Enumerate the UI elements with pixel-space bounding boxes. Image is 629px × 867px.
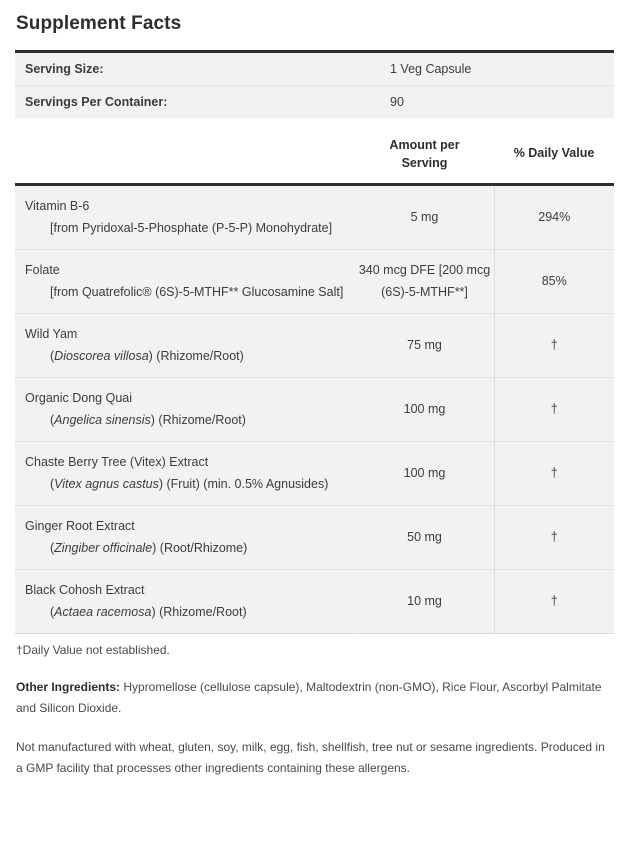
table-row: Serving Size: 1 Veg Capsule	[15, 51, 614, 86]
nutrient-amount: 50 mg	[355, 505, 494, 571]
scientific-name: Angelica sinensis	[54, 412, 151, 427]
table-row: Chaste Berry Tree (Vitex) Extract (Vitex…	[15, 441, 614, 507]
nutrient-source: (Dioscorea villosa) (Rhizome/Root)	[25, 346, 349, 368]
other-ingredients: Other Ingredients: Hypromellose (cellulo…	[16, 677, 606, 719]
nutrient-name-cell: Vitamin B-6 [from Pyridoxal-5-Phosphate …	[15, 184, 355, 251]
table-row: Organic Dong Quai (Angelica sinensis) (R…	[15, 377, 614, 443]
plant-part: ) (Fruit) (min. 0.5% Agnusides)	[158, 476, 329, 491]
nutrient-source: (Actaea racemosa) (Rhizome/Root)	[25, 602, 349, 624]
nutrient-name-cell: Ginger Root Extract (Zingiber officinale…	[15, 505, 355, 571]
serving-size-label: Serving Size:	[15, 51, 390, 86]
nutrient-name: Organic Dong Quai	[25, 391, 133, 406]
table-row: Ginger Root Extract (Zingiber officinale…	[15, 505, 614, 571]
paren-open: (	[50, 604, 55, 619]
scientific-name: Vitex agnus castus	[54, 476, 159, 491]
column-header-spacer	[15, 136, 355, 172]
nutrient-name: Folate	[25, 263, 60, 278]
serving-size-value: 1 Veg Capsule	[390, 51, 614, 86]
allergen-statement: Not manufactured with wheat, gluten, soy…	[16, 740, 605, 776]
plant-part: ) (Rhizome/Root)	[148, 348, 244, 363]
nutrient-name: Vitamin B-6	[25, 199, 90, 214]
other-ingredients-label: Other Ingredients:	[16, 680, 121, 695]
daily-value-footnote: †Daily Value not established.	[16, 643, 170, 658]
table-row: Black Cohosh Extract (Actaea racemosa) (…	[15, 569, 614, 634]
paren-open: (	[50, 412, 55, 427]
nutrient-source: [from Quatrefolic® (6S)-5-MTHF** Glucosa…	[50, 284, 344, 299]
nutrient-amount: 5 mg	[355, 184, 494, 251]
servings-per-container-label: Servings Per Container:	[15, 85, 390, 118]
nutrient-amount: 100 mg	[355, 377, 494, 443]
column-headers: Amount per Serving % Daily Value	[15, 136, 614, 172]
plant-part: ) (Rhizome/Root)	[150, 412, 246, 427]
nutrient-amount: 10 mg	[355, 569, 494, 634]
nutrient-daily-value: †	[493, 569, 614, 634]
nutrient-daily-value: †	[493, 313, 614, 379]
paren-open: (	[50, 348, 55, 363]
nutrient-amount: 340 mcg DFE [200 mcg (6S)-5-MTHF**]	[355, 249, 494, 315]
scientific-name: Dioscorea villosa	[54, 348, 149, 363]
nutrient-daily-value: †	[493, 505, 614, 571]
nutrient-name: Wild Yam	[25, 327, 78, 342]
nutrient-name-cell: Folate [from Quatrefolic® (6S)-5-MTHF** …	[15, 249, 355, 315]
nutrient-daily-value: †	[493, 441, 614, 507]
plant-part: ) (Root/Rhizome)	[152, 540, 248, 555]
nutrient-daily-value: 294%	[493, 184, 614, 251]
scientific-name: Zingiber officinale	[54, 540, 153, 555]
nutrient-source: [from Pyridoxal-5-Phosphate (P-5-P) Mono…	[50, 220, 333, 235]
page-title: Supplement Facts	[16, 13, 182, 34]
amount-header-line1: Amount per	[389, 138, 460, 152]
nutrient-name: Chaste Berry Tree (Vitex) Extract	[25, 455, 209, 470]
nutrient-daily-value: 85%	[493, 249, 614, 315]
nutrient-name-cell: Black Cohosh Extract (Actaea racemosa) (…	[15, 569, 355, 634]
paren-open: (	[50, 476, 55, 491]
nutrient-name: Ginger Root Extract	[25, 519, 135, 534]
nutrient-source: (Vitex agnus castus) (Fruit) (min. 0.5% …	[25, 474, 349, 496]
scientific-name: Actaea racemosa	[54, 604, 152, 619]
nutrient-name: Black Cohosh Extract	[25, 583, 145, 598]
nutrient-source: (Zingiber officinale) (Root/Rhizome)	[25, 538, 349, 560]
table-row: Vitamin B-6 [from Pyridoxal-5-Phosphate …	[15, 184, 614, 251]
nutrient-amount: 100 mg	[355, 441, 494, 507]
table-row: Servings Per Container: 90	[15, 85, 614, 118]
nutrient-amount: 75 mg	[355, 313, 494, 379]
serving-info-table: Serving Size: 1 Veg Capsule Servings Per…	[15, 50, 614, 118]
servings-per-container-value: 90	[390, 85, 614, 118]
column-header-daily-value: % Daily Value	[513, 146, 595, 160]
nutrient-name-cell: Organic Dong Quai (Angelica sinensis) (R…	[15, 377, 355, 443]
other-ingredients-text: Hypromellose (cellulose capsule), Maltod…	[16, 680, 602, 716]
paren-open: (	[50, 540, 55, 555]
column-header-amount-per-serving: Amount per Serving	[355, 136, 494, 172]
table-row: Folate [from Quatrefolic® (6S)-5-MTHF** …	[15, 249, 614, 315]
nutrient-table: Vitamin B-6 [from Pyridoxal-5-Phosphate …	[15, 183, 614, 635]
table-row: Wild Yam (Dioscorea villosa) (Rhizome/Ro…	[15, 313, 614, 379]
nutrient-source: (Angelica sinensis) (Rhizome/Root)	[25, 410, 349, 432]
plant-part: ) (Rhizome/Root)	[151, 604, 247, 619]
nutrient-name-cell: Wild Yam (Dioscorea villosa) (Rhizome/Ro…	[15, 313, 355, 379]
nutrient-daily-value: †	[493, 377, 614, 443]
nutrient-name-cell: Chaste Berry Tree (Vitex) Extract (Vitex…	[15, 441, 355, 507]
amount-header-line2: Serving	[401, 156, 448, 171]
